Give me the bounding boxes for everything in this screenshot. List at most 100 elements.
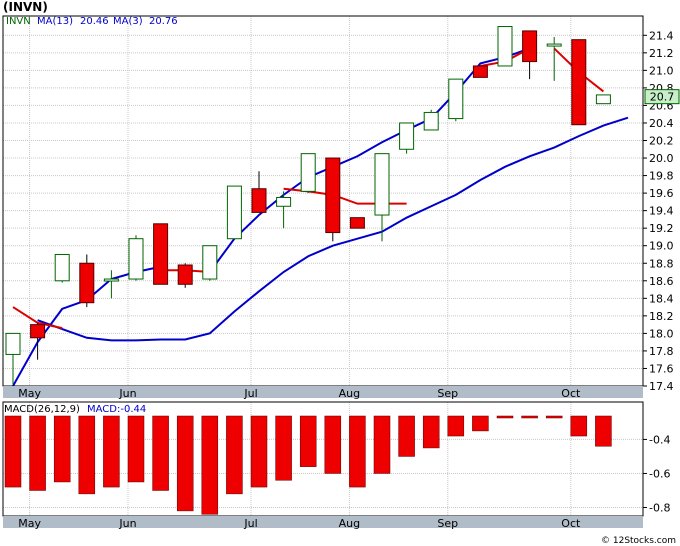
price-tick-label: 18.4 bbox=[649, 292, 674, 305]
macd-bar bbox=[226, 415, 243, 495]
candle-body bbox=[103, 278, 119, 282]
month-label: May bbox=[18, 387, 41, 400]
macd-bar bbox=[127, 415, 145, 483]
candle-body bbox=[251, 188, 267, 213]
candle-body bbox=[399, 122, 415, 150]
candle-body bbox=[177, 264, 193, 285]
price-tick-label: 19.4 bbox=[649, 205, 674, 218]
macd-bar bbox=[521, 415, 538, 419]
macd-bar bbox=[496, 415, 514, 419]
month-label-macd: Jul bbox=[243, 517, 257, 530]
legend-ticker: INVN bbox=[6, 16, 31, 27]
macd-bar bbox=[373, 415, 391, 474]
price-tick-label: 19.0 bbox=[649, 240, 674, 253]
month-label-macd: Oct bbox=[561, 517, 581, 530]
macd-bar bbox=[447, 415, 465, 437]
candle-body bbox=[202, 245, 218, 280]
candle-body bbox=[472, 65, 488, 78]
macd-tick-label: -0.6 bbox=[649, 467, 670, 480]
macd-bar bbox=[201, 415, 219, 515]
candle-body bbox=[276, 196, 292, 207]
price-tick-label: 21.4 bbox=[649, 29, 674, 42]
price-tick-label: 20.4 bbox=[649, 117, 674, 130]
candle-body bbox=[546, 43, 562, 47]
month-label: Sep bbox=[437, 387, 458, 400]
macd-tick-label: -0.8 bbox=[649, 501, 670, 514]
candle-body bbox=[153, 223, 169, 285]
candle-body bbox=[325, 157, 341, 234]
candle-body bbox=[54, 253, 70, 282]
chart-title: (INVN) bbox=[3, 0, 48, 14]
month-label: Aug bbox=[339, 387, 360, 400]
macd-bar bbox=[250, 415, 268, 488]
price-tick-label: 17.6 bbox=[649, 362, 674, 375]
macd-bar bbox=[398, 415, 415, 457]
macd-bar bbox=[152, 415, 169, 491]
last-price-box bbox=[644, 89, 680, 105]
price-tick-label: 20.2 bbox=[649, 135, 674, 148]
candle-body bbox=[595, 94, 611, 105]
legend-ma13-label: MA(13) bbox=[37, 16, 73, 27]
price-tick-label: 18.8 bbox=[649, 257, 674, 270]
candle-body bbox=[349, 217, 365, 229]
month-label-macd: May bbox=[18, 517, 41, 530]
candle-body bbox=[374, 153, 390, 216]
price-tick-label: 18.6 bbox=[649, 275, 674, 288]
legend-ma3-label: MA(3) bbox=[113, 16, 143, 27]
candles bbox=[5, 26, 611, 385]
price-tick-label: 19.8 bbox=[649, 170, 674, 183]
macd-bar bbox=[29, 415, 46, 491]
macd-bar bbox=[299, 415, 317, 467]
price-tick-label: 19.6 bbox=[649, 187, 674, 200]
legend: INVN MA(13) 20.46 MA(3) 20.76 MACD(26,12… bbox=[4, 16, 178, 415]
month-label-macd: Jun bbox=[118, 517, 136, 530]
macd-bar bbox=[570, 415, 588, 437]
candle-body bbox=[30, 324, 46, 339]
candle-body bbox=[571, 39, 587, 126]
candle-body bbox=[300, 153, 316, 192]
month-label-macd: Aug bbox=[339, 517, 360, 530]
month-band-bottom bbox=[3, 516, 643, 528]
legend-macd-value: MACD:-0.44 bbox=[87, 404, 146, 415]
month-label: Oct bbox=[561, 387, 581, 400]
macd-bar bbox=[53, 415, 71, 483]
macd-bar bbox=[78, 415, 96, 495]
price-tick-label: 21.0 bbox=[649, 64, 674, 77]
price-tick-label: 20.0 bbox=[649, 152, 674, 165]
axes: 17.4 17.6 17.8 18.0 18.2 18.4 18.6 18.8 19.0 19.2… bbox=[2, 15, 680, 530]
macd-bar bbox=[595, 415, 612, 447]
legend-ma3-value: 20.76 bbox=[149, 16, 178, 27]
price-tick-label: 17.4 bbox=[649, 380, 674, 393]
ma13-line bbox=[37, 116, 629, 342]
macd-panel bbox=[4, 415, 612, 515]
macd-bar bbox=[422, 415, 440, 449]
legend-macd-label: MACD(26,12,9) bbox=[4, 404, 80, 415]
watermark: © 12Stocks.com bbox=[601, 536, 676, 546]
macd-bar bbox=[545, 415, 563, 419]
candle-body bbox=[522, 30, 538, 63]
candle-body bbox=[226, 185, 242, 240]
candle-body bbox=[128, 238, 144, 280]
price-tick-label: 19.2 bbox=[649, 222, 674, 235]
month-label: Jul bbox=[243, 387, 257, 400]
macd-tick-label: -0.4 bbox=[649, 433, 670, 446]
last-price-label: 20.7 bbox=[650, 91, 675, 104]
macd-bar bbox=[275, 415, 292, 481]
price-tick-label: 21.2 bbox=[649, 47, 674, 60]
macd-bar bbox=[176, 415, 194, 512]
month-band-top bbox=[3, 386, 643, 398]
candle-body bbox=[5, 332, 21, 355]
macd-bar bbox=[103, 415, 120, 488]
price-tick-label: 18.2 bbox=[649, 310, 674, 323]
month-label-macd: Sep bbox=[437, 517, 458, 530]
legend-ma13-value: 20.46 bbox=[80, 16, 109, 27]
price-tick-label: 18.0 bbox=[649, 327, 674, 340]
macd-bar bbox=[472, 415, 489, 432]
macd-bar bbox=[349, 415, 366, 488]
price-tick-label: 17.8 bbox=[649, 345, 674, 358]
macd-bar bbox=[324, 415, 342, 474]
candle-body bbox=[79, 262, 95, 304]
candle-body bbox=[448, 78, 464, 120]
